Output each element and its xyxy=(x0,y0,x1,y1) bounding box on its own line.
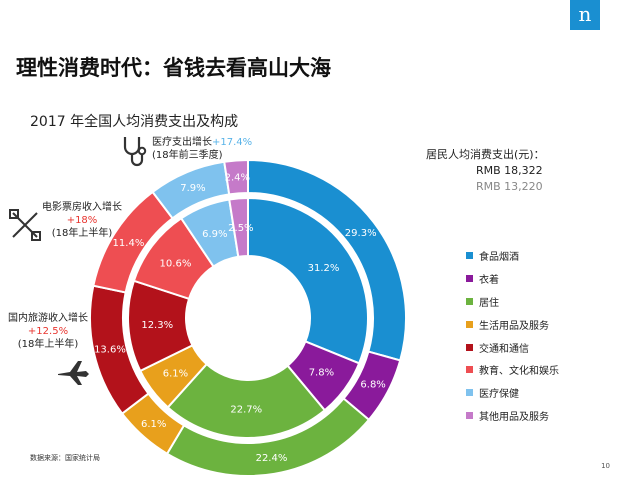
movie-annotation: 电影票房收入增长 +18% (18年上半年) xyxy=(42,201,122,240)
inner-label-5: 10.6% xyxy=(160,259,192,270)
outer-label-0: 29.3% xyxy=(345,228,377,239)
movie-note: (18年上半年) xyxy=(51,228,113,239)
travel-value: +12.5% xyxy=(27,326,69,337)
page-title: 理性消费时代：省钱去看高山大海 xyxy=(16,56,331,80)
legend-label: 衣着 xyxy=(479,274,499,286)
legend-label: 交通和通信 xyxy=(479,343,529,355)
outer-label-5: 11.4% xyxy=(113,238,145,249)
clapperboard-icon xyxy=(9,209,41,241)
legend-label: 教育、文化和娱乐 xyxy=(479,366,559,378)
outer-label-2: 22.4% xyxy=(256,453,288,464)
ring-separator xyxy=(123,193,373,443)
medical-label: 医疗支出增长 xyxy=(152,137,212,148)
legend-item-4: 交通和通信 xyxy=(466,336,559,359)
legend-swatch xyxy=(466,389,473,397)
travel-annotation: 国内旅游收入增长 +12.5% (18年上半年) xyxy=(8,312,88,351)
movie-label: 电影票房收入增长 xyxy=(42,202,122,213)
inner-slice-2 xyxy=(166,362,327,439)
legend-item-1: 衣着 xyxy=(466,267,559,290)
legend-item-5: 教育、文化和娱乐 xyxy=(466,358,559,381)
outer-label-4: 13.6% xyxy=(94,345,126,356)
legend-swatch xyxy=(466,366,473,374)
inner-label-3: 6.1% xyxy=(163,368,188,379)
airplane-icon xyxy=(58,361,89,385)
legend-item-2: 居住 xyxy=(466,290,559,313)
legend-swatch xyxy=(466,320,473,328)
slice-labels: 29.3% 6.8% 22.4% 6.1% 13.6% 11.4% 7.9% 2.4% 31.2… xyxy=(94,172,386,464)
movie-value: +18% xyxy=(66,215,98,226)
legend-swatch xyxy=(466,274,473,282)
inner-label-7: 2.5% xyxy=(228,223,253,234)
legend-swatch xyxy=(466,251,473,259)
data-source: 数据来源：国家统计局 xyxy=(30,454,100,462)
outer-label-3: 6.1% xyxy=(141,419,166,430)
legend-label: 生活用品及服务 xyxy=(479,320,549,332)
legend-label: 食品烟酒 xyxy=(479,251,519,263)
medical-value: +17.4% xyxy=(212,137,253,148)
legend-item-0: 食品烟酒 xyxy=(466,244,559,267)
travel-label: 国内旅游收入增长 xyxy=(8,313,88,324)
medical-note: (18年前三季度) xyxy=(152,150,223,161)
inner-label-6: 6.9% xyxy=(202,229,227,240)
inner-label-4: 12.3% xyxy=(141,320,173,331)
outer-ring xyxy=(89,158,407,477)
legend-item-6: 医疗保健 xyxy=(466,381,559,404)
inner-label-2: 22.7% xyxy=(230,404,262,415)
legend-swatch xyxy=(466,412,473,420)
stethoscope-icon xyxy=(123,137,147,167)
spending-summary: 居民人均消费支出(元)： RMB 18,322 RMB 13,220 xyxy=(426,147,545,195)
travel-note: (18年上半年) xyxy=(17,339,79,350)
inner-slice-0 xyxy=(247,196,369,365)
legend-item-7: 其他用品及服务 xyxy=(466,404,559,427)
summary-inner-value: RMB 13,220 xyxy=(476,180,543,193)
inner-ring xyxy=(127,196,369,439)
legend-label: 医疗保健 xyxy=(479,389,519,401)
inner-label-1: 7.8% xyxy=(309,367,334,378)
inner-slice-7 xyxy=(228,196,249,258)
legend-label: 其他用品及服务 xyxy=(479,412,549,424)
legend-item-3: 生活用品及服务 xyxy=(466,313,559,336)
brand-logo: n xyxy=(570,0,600,30)
medical-annotation: 医疗支出增长+17.4% (18年前三季度) xyxy=(152,136,252,162)
legend-swatch xyxy=(466,297,473,305)
summary-label: 居民人均消费支出(元)： xyxy=(426,148,545,161)
outer-label-1: 6.8% xyxy=(360,380,385,391)
legend-label: 居住 xyxy=(479,297,499,309)
summary-outer-value: RMB 18,322 xyxy=(476,164,543,177)
legend-swatch xyxy=(466,343,473,351)
inner-label-0: 31.2% xyxy=(308,263,340,274)
outer-label-6: 7.9% xyxy=(180,183,205,194)
page-number: 10 xyxy=(601,462,610,470)
outer-label-7: 2.4% xyxy=(225,172,250,183)
chart-title: 2017 年全国人均消费支出及构成 xyxy=(30,114,239,130)
chart-legend: 食品烟酒衣着居住生活用品及服务 交通和通信教育、文化和娱乐 医疗保健其他用品及服务 xyxy=(466,244,559,427)
